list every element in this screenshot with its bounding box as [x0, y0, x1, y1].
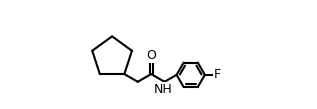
Text: O: O	[146, 49, 156, 62]
Text: NH: NH	[154, 83, 172, 96]
Text: F: F	[214, 68, 221, 81]
